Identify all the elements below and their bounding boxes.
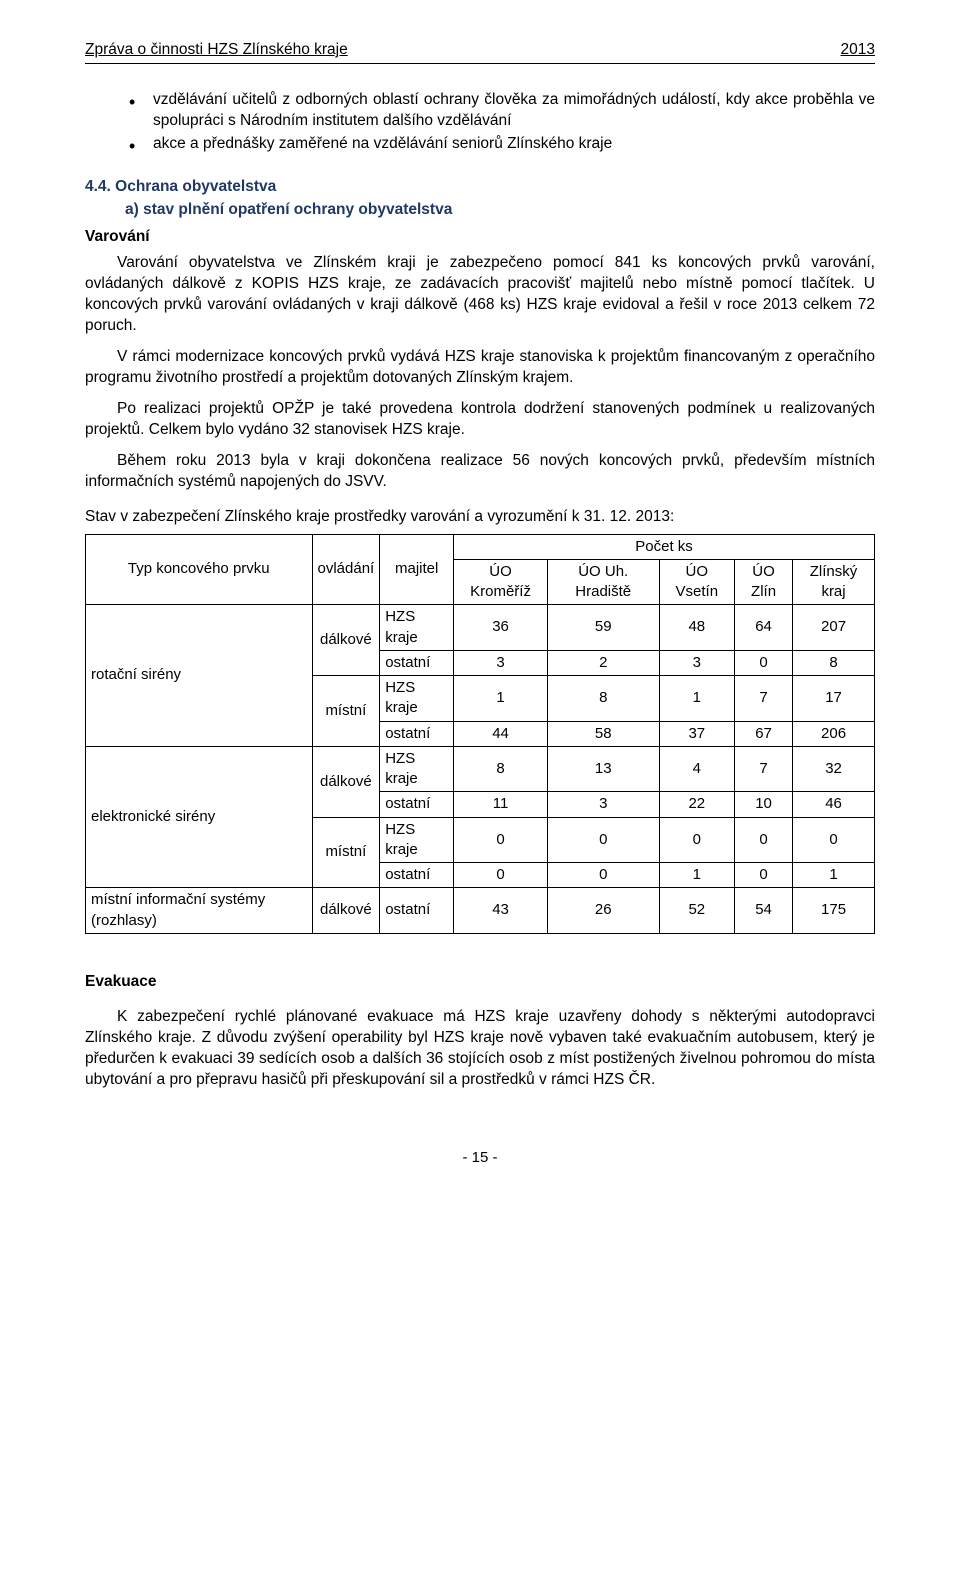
th-majitel: majitel: [380, 534, 454, 605]
cell: 175: [793, 888, 875, 934]
cell: 7: [735, 676, 793, 722]
bullet-item: vzdělávání učitelů z odborných oblastí o…: [129, 90, 875, 132]
cell: 52: [659, 888, 735, 934]
cell: 7: [735, 746, 793, 792]
paragraph: Po realizaci projektů OPŽP je také prove…: [85, 399, 875, 441]
cell: 4: [659, 746, 735, 792]
cell: 59: [547, 605, 659, 651]
cell: 206: [793, 721, 875, 746]
paragraph: V rámci modernizace koncových prvků vydá…: [85, 347, 875, 389]
cell: 3: [659, 650, 735, 675]
cell: 3: [454, 650, 548, 675]
cell: 67: [735, 721, 793, 746]
paragraph: Varování obyvatelstva ve Zlínském kraji …: [85, 253, 875, 337]
cell: 0: [735, 817, 793, 863]
typ-mistni: místní informační systémy (rozhlasy): [86, 888, 313, 934]
ovl-dalkove: dálkové: [312, 746, 380, 817]
cell: 8: [454, 746, 548, 792]
bullet-item: akce a přednášky zaměřené na vzdělávání …: [129, 134, 875, 155]
page-header: Zpráva o činnosti HZS Zlínského kraje 20…: [85, 40, 875, 64]
cell: 8: [547, 676, 659, 722]
cell: 0: [547, 817, 659, 863]
maj-hzs: HZS kraje: [380, 676, 454, 722]
cell: 0: [735, 650, 793, 675]
header-title: Zpráva o činnosti HZS Zlínského kraje: [85, 40, 348, 61]
maj-ostatni: ostatní: [380, 863, 454, 888]
maj-hzs: HZS kraje: [380, 746, 454, 792]
th-uo-km: ÚO Kroměříž: [454, 559, 548, 605]
cell: 37: [659, 721, 735, 746]
cell: 1: [454, 676, 548, 722]
cell: 64: [735, 605, 793, 651]
cell: 2: [547, 650, 659, 675]
cell: 26: [547, 888, 659, 934]
header-year: 2013: [841, 40, 875, 61]
th-ovladani: ovládání: [312, 534, 380, 605]
cell: 0: [454, 863, 548, 888]
cell: 3: [547, 792, 659, 817]
ovl-mistni: místní: [312, 817, 380, 888]
cell: 1: [659, 676, 735, 722]
cell: 10: [735, 792, 793, 817]
th-zk: Zlínský kraj: [793, 559, 875, 605]
maj-hzs: HZS kraje: [380, 817, 454, 863]
maj-ostatni: ostatní: [380, 792, 454, 817]
cell: 36: [454, 605, 548, 651]
maj-hzs: HZS kraje: [380, 605, 454, 651]
cell: 46: [793, 792, 875, 817]
th-uo-zl: ÚO Zlín: [735, 559, 793, 605]
th-pocet: Počet ks: [454, 534, 875, 559]
typ-elektro: elektronické sirény: [86, 746, 313, 888]
table-caption: Stav v zabezpečení Zlínského kraje prost…: [85, 507, 875, 528]
cell: 1: [659, 863, 735, 888]
cell: 8: [793, 650, 875, 675]
varovani-heading: Varování: [85, 227, 875, 248]
cell: 0: [547, 863, 659, 888]
cell: 43: [454, 888, 548, 934]
cell: 1: [793, 863, 875, 888]
section-heading: 4.4. Ochrana obyvatelstva: [85, 177, 875, 198]
ovl-mistni: místní: [312, 676, 380, 747]
cell: 0: [659, 817, 735, 863]
cell: 32: [793, 746, 875, 792]
paragraph: Během roku 2013 byla v kraji dokončena r…: [85, 451, 875, 493]
cell: 54: [735, 888, 793, 934]
page-number: - 15 -: [85, 1148, 875, 1168]
maj-ostatni: ostatní: [380, 650, 454, 675]
evakuace-heading: Evakuace: [85, 972, 875, 993]
cell: 44: [454, 721, 548, 746]
cell: 13: [547, 746, 659, 792]
typ-rotacni: rotační sirény: [86, 605, 313, 747]
varovani-table: Typ koncového prvku ovládání majitel Poč…: [85, 534, 875, 934]
ovl-dalkove: dálkové: [312, 888, 380, 934]
ovl-dalkove: dálkové: [312, 605, 380, 676]
maj-ostatni: ostatní: [380, 721, 454, 746]
th-uo-uh: ÚO Uh. Hradiště: [547, 559, 659, 605]
cell: 11: [454, 792, 548, 817]
th-typ: Typ koncového prvku: [86, 534, 313, 605]
bullet-list: vzdělávání učitelů z odborných oblastí o…: [129, 90, 875, 155]
cell: 17: [793, 676, 875, 722]
cell: 48: [659, 605, 735, 651]
paragraph: K zabezpečení rychlé plánované evakuace …: [85, 1007, 875, 1091]
cell: 207: [793, 605, 875, 651]
cell: 0: [454, 817, 548, 863]
section-sub-a: a) stav plnění opatření ochrany obyvatel…: [125, 200, 875, 221]
cell: 0: [735, 863, 793, 888]
cell: 0: [793, 817, 875, 863]
cell: 58: [547, 721, 659, 746]
maj-ostatni: ostatní: [380, 888, 454, 934]
cell: 22: [659, 792, 735, 817]
th-uo-vs: ÚO Vsetín: [659, 559, 735, 605]
